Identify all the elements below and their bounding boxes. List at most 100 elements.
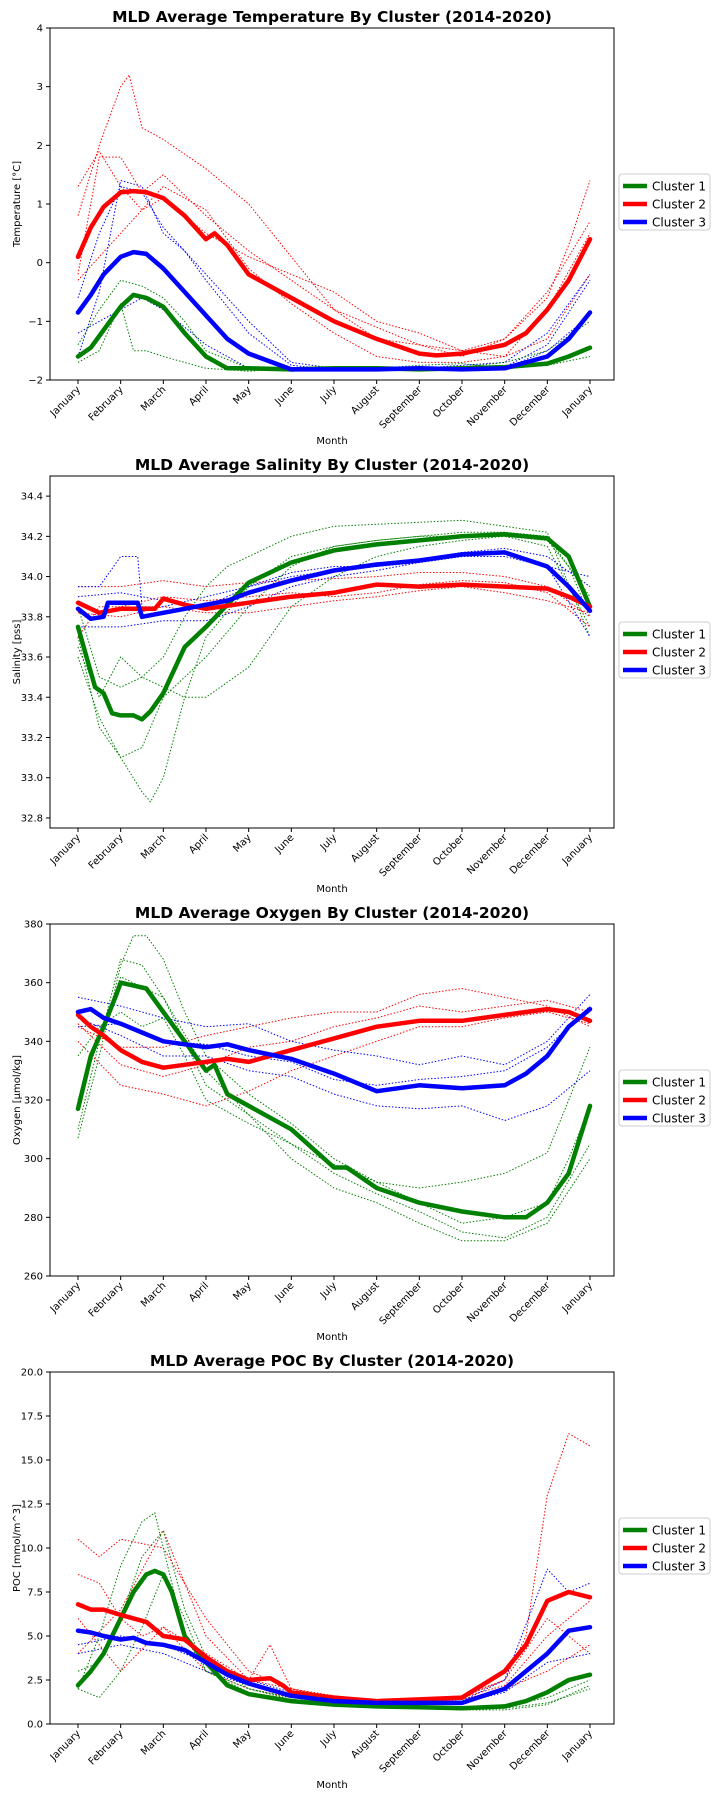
y-tick-label: 0 — [37, 258, 43, 269]
y-axis-label: POC [mmol/m^3] — [12, 1504, 23, 1592]
x-tick-label: December — [508, 384, 553, 429]
plot-area — [49, 1371, 615, 1725]
y-tick-label: 33.4 — [21, 693, 43, 704]
yearly-line — [77, 519, 591, 698]
x-tick-label: August — [349, 1280, 382, 1313]
y-tick-label: 340 — [24, 1037, 43, 1048]
legend-entry: Cluster 2 — [652, 198, 706, 212]
y-tick-label: 280 — [24, 1213, 43, 1224]
legend: Cluster 1 Cluster 2 Cluster 3 — [618, 1517, 711, 1575]
x-tick-label: August — [349, 832, 382, 865]
x-tick-label: October — [431, 384, 468, 421]
yearly-line — [77, 935, 591, 1224]
y-tick-label: 12.5 — [21, 1500, 43, 1511]
y-tick-label: 5.0 — [27, 1632, 43, 1643]
chart-title: MLD Average POC By Cluster (2014-2020) — [150, 1352, 514, 1370]
y-tick-label: 260 — [24, 1272, 43, 1283]
x-tick-label: October — [431, 1728, 468, 1765]
y-tick-label: 2.5 — [27, 1676, 43, 1687]
y-tick-label: 20.0 — [21, 1368, 43, 1379]
yearly-line — [77, 74, 591, 352]
y-tick-label: 320 — [24, 1096, 43, 1107]
x-tick-label: July — [318, 832, 339, 853]
y-tick-label: 380 — [24, 920, 43, 931]
yearly-line — [77, 988, 591, 1048]
x-tick-label: March — [139, 1728, 168, 1757]
y-tick-label: 33.8 — [21, 612, 43, 623]
x-tick-label: June — [273, 1280, 297, 1304]
x-tick-label: August — [349, 1728, 382, 1761]
y-tick-label: 1 — [37, 200, 43, 211]
legend-entry: Cluster 1 — [652, 1076, 706, 1090]
chart-title: MLD Average Oxygen By Cluster (2014-2020… — [135, 904, 529, 922]
series-line-cluster-3 — [75, 249, 593, 372]
chart-panel-3: MLD Average POC By Cluster (2014-2020) 0.… — [12, 1352, 711, 1791]
x-tick-label: April — [187, 1728, 211, 1752]
legend-entry: Cluster 2 — [652, 646, 706, 660]
series-group — [75, 1433, 593, 1711]
series-line-cluster-1 — [75, 1568, 593, 1711]
series-line-cluster-1 — [75, 980, 593, 1220]
yearly-line — [78, 556, 591, 608]
x-tick-label: May — [231, 832, 253, 854]
chart-title: MLD Average Temperature By Cluster (2014… — [112, 8, 552, 26]
x-axis-label: Month — [316, 1780, 347, 1791]
x-tick-label: January — [48, 1728, 83, 1763]
x-tick-label: February — [87, 1280, 126, 1319]
yearly-line — [77, 303, 591, 372]
yearly-line — [77, 1017, 591, 1121]
y-tick-label: 34.0 — [21, 572, 43, 583]
x-axis-label: Month — [316, 884, 347, 895]
series-line-cluster-2 — [75, 188, 593, 358]
y-axis-label: Oxygen [µmol/kg] — [12, 1055, 23, 1145]
x-tick-label: July — [318, 1280, 339, 1301]
y-tick-label: 0.0 — [27, 1720, 43, 1731]
yearly-line — [77, 1573, 591, 1704]
x-tick-label: December — [508, 1280, 553, 1325]
x-axis-label: Month — [316, 1332, 347, 1343]
y-tick-label: 300 — [24, 1154, 43, 1165]
yearly-line — [77, 279, 591, 370]
legend-entry: Cluster 1 — [652, 180, 706, 194]
x-tick-label: June — [273, 832, 297, 856]
y-tick-label: 33.0 — [21, 773, 43, 784]
series-line-cluster-1 — [75, 532, 593, 722]
x-tick-label: March — [139, 1280, 168, 1309]
yearly-line — [77, 150, 591, 357]
legend-entry: Cluster 3 — [652, 664, 706, 678]
chart-panel-2: MLD Average Oxygen By Cluster (2014-2020… — [12, 904, 711, 1343]
legend: Cluster 1 Cluster 2 Cluster 3 — [618, 1069, 711, 1127]
x-tick-label: December — [508, 832, 553, 877]
legend: Cluster 1 Cluster 2 Cluster 3 — [618, 621, 711, 679]
legend-entry: Cluster 1 — [652, 628, 706, 642]
yearly-line — [77, 1600, 591, 1704]
y-tick-label: 33.2 — [21, 733, 43, 744]
x-tick-label: September — [378, 1280, 425, 1327]
y-tick-label: 15.0 — [21, 1456, 43, 1467]
x-tick-label: May — [231, 1728, 253, 1750]
x-tick-label: April — [187, 832, 211, 856]
x-tick-label: April — [187, 384, 211, 408]
x-axis-label: Month — [316, 436, 347, 447]
x-tick-label: November — [465, 832, 510, 877]
chart-title: MLD Average Salinity By Cluster (2014-20… — [135, 456, 529, 474]
series-line-cluster-2 — [75, 1589, 593, 1704]
x-tick-label: September — [378, 832, 425, 879]
y-tick-label: 32.8 — [21, 813, 43, 824]
y-tick-label: −2 — [28, 376, 43, 387]
y-tick-label: 10.0 — [21, 1544, 43, 1555]
y-tick-label: 7.5 — [27, 1588, 43, 1599]
x-tick-label: August — [349, 384, 382, 417]
yearly-line — [77, 1011, 591, 1189]
y-axis-label: Salinity [pss] — [12, 620, 23, 685]
series-group — [75, 74, 593, 372]
y-tick-label: −1 — [28, 317, 43, 328]
x-tick-label: May — [231, 384, 253, 406]
y-axis-label: Temperature [°C] — [12, 161, 23, 248]
x-tick-label: November — [465, 1728, 510, 1773]
y-tick-label: 3 — [37, 82, 43, 93]
x-tick-label: February — [87, 1728, 126, 1767]
yearly-line — [77, 185, 591, 363]
legend-entry: Cluster 2 — [652, 1542, 706, 1556]
x-tick-label: February — [87, 384, 126, 423]
